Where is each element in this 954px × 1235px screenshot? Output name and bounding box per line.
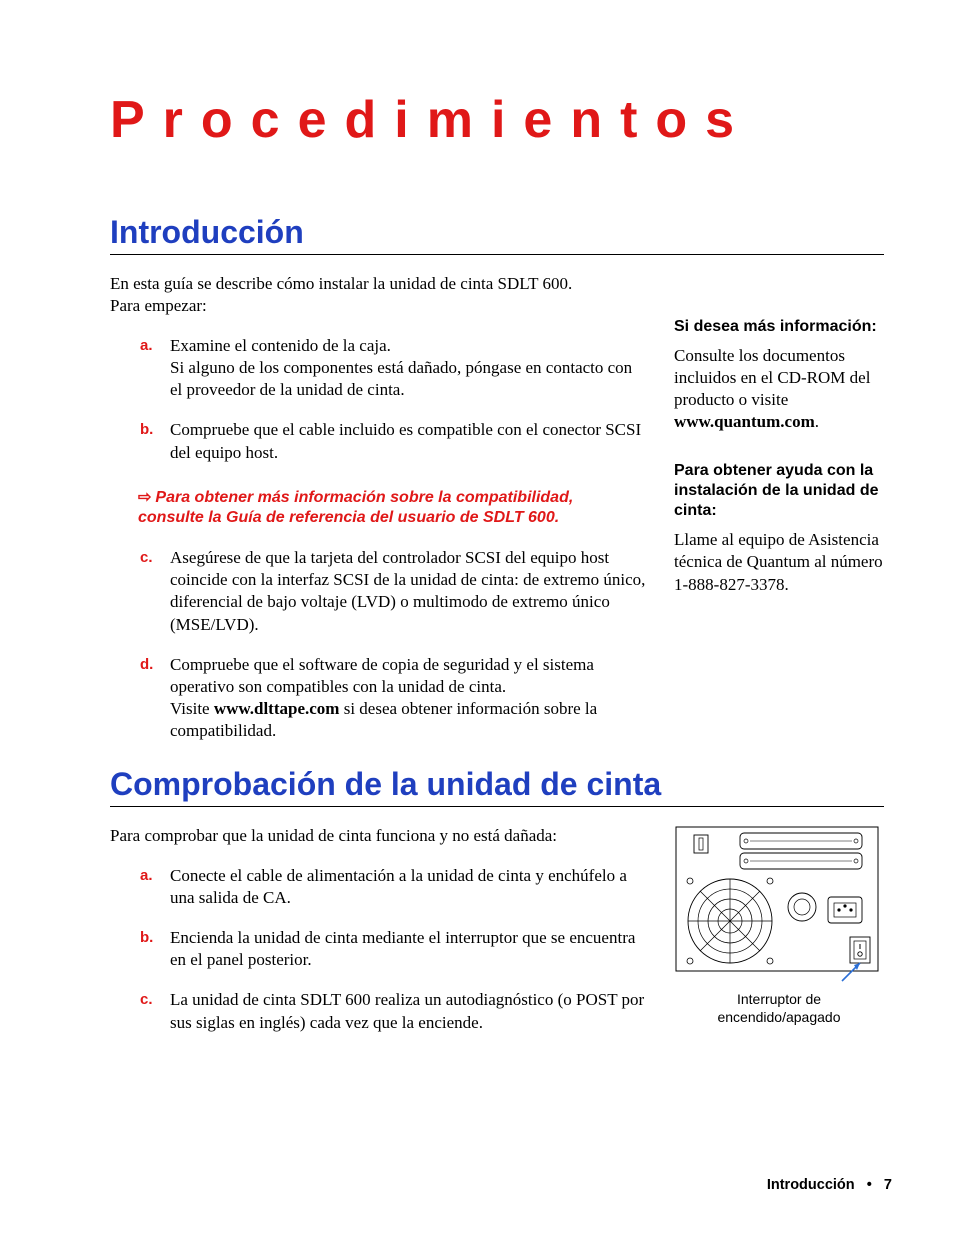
list-item-text: Compruebe que el software de copia de se… (170, 654, 648, 742)
section-comprobacion: Comprobación de la unidad de cinta Para … (110, 766, 884, 1058)
list-item: c. La unidad de cinta SDLT 600 realiza u… (140, 989, 648, 1033)
footer-section: Introducción (767, 1177, 855, 1193)
section-heading: Introducción (110, 214, 884, 251)
sidebar-heading: Para obtener ayuda con la instalación de… (674, 461, 884, 521)
list-marker: c. (140, 547, 160, 635)
list-item-text: Conecte el cable de alimentación a la un… (170, 865, 648, 909)
list-item: d. Compruebe que el software de copia de… (140, 654, 648, 742)
callout-note: ⇨Para obtener más información sobre la c… (138, 488, 618, 530)
list-item: a. Conecte el cable de alimentación a la… (140, 865, 648, 909)
left-column: Para comprobar que la unidad de cinta fu… (110, 825, 648, 1058)
list-marker: b. (140, 927, 160, 971)
list-item: b. Encienda la unidad de cinta mediante … (140, 927, 648, 971)
ordered-list: c. Asegúrese de que la tarjeta del contr… (140, 547, 648, 742)
list-item: a. Examine el contenido de la caja. Si a… (140, 335, 648, 401)
ordered-list: a. Conecte el cable de alimentación a la… (140, 865, 648, 1034)
heading-rule (110, 806, 884, 807)
list-marker: c. (140, 989, 160, 1033)
list-item-text: La unidad de cinta SDLT 600 realiza un a… (170, 989, 648, 1033)
list-item: b. Compruebe que el cable incluido es co… (140, 419, 648, 463)
page-footer: Introducción • 7 (767, 1177, 892, 1193)
list-item-text: Examine el contenido de la caja. Si algu… (170, 335, 648, 401)
list-marker: a. (140, 865, 160, 909)
lead-line: Para empezar: (110, 296, 207, 315)
list-marker: a. (140, 335, 160, 401)
list-marker: d. (140, 654, 160, 742)
callout-text: Para obtener más información sobre la co… (138, 489, 573, 527)
footer-page-number: 7 (884, 1177, 892, 1193)
sidebar-paragraph: Llame al equipo de Asistencia técnica de… (674, 529, 884, 595)
two-column-layout: En esta guía se describe cómo instalar l… (110, 273, 884, 766)
tape-drive-rear-diagram (674, 825, 880, 983)
two-column-layout: Para comprobar que la unidad de cinta fu… (110, 825, 884, 1058)
sidebar-paragraph: Consulte los documentos incluidos en el … (674, 345, 884, 433)
url-text: www.dlttape.com (214, 699, 340, 718)
list-item: c. Asegúrese de que la tarjeta del contr… (140, 547, 648, 635)
diagram-container: Interruptor de encendido/apagado (674, 825, 884, 1026)
list-marker: b. (140, 419, 160, 463)
footer-bullet: • (867, 1177, 872, 1193)
section-heading: Comprobación de la unidad de cinta (110, 766, 884, 803)
heading-rule (110, 254, 884, 255)
list-item-text: Encienda la unidad de cinta mediante el … (170, 927, 648, 971)
lead-line: En esta guía se describe cómo instalar l… (110, 274, 572, 293)
ordered-list: a. Examine el contenido de la caja. Si a… (140, 335, 648, 463)
section-introduccion: Introducción En esta guía se describe có… (110, 214, 884, 766)
url-text: www.quantum.com (674, 412, 815, 431)
sidebar-heading: Si desea más información: (674, 317, 884, 337)
page-title: Procedimientos (110, 90, 884, 150)
sidebar: Si desea más información: Consulte los d… (674, 273, 884, 766)
list-item-text: Asegúrese de que la tarjeta del controla… (170, 547, 648, 635)
lead-paragraph: Para comprobar que la unidad de cinta fu… (110, 825, 648, 847)
lead-paragraph: En esta guía se describe cómo instalar l… (110, 273, 648, 317)
document-page: Procedimientos Introducción En esta guía… (0, 0, 954, 1235)
left-column: En esta guía se describe cómo instalar l… (110, 273, 648, 766)
diagram-caption: Interruptor de encendido/apagado (674, 991, 884, 1026)
arrow-icon: ⇨ (138, 489, 151, 506)
list-item-text: Compruebe que el cable incluido es compa… (170, 419, 648, 463)
